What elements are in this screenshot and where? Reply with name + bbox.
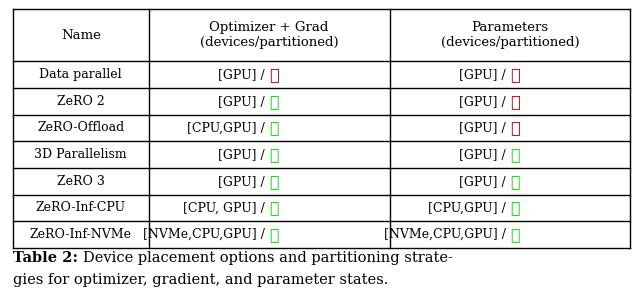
Text: ✓: ✓: [269, 199, 278, 216]
Text: ✗: ✗: [269, 66, 279, 83]
Text: [NVMe,CPU,GPU] /: [NVMe,CPU,GPU] /: [384, 228, 510, 241]
Text: [GPU] /: [GPU] /: [460, 68, 510, 81]
Text: [NVMe,CPU,GPU] /: [NVMe,CPU,GPU] /: [143, 228, 269, 241]
Text: 3D Parallelism: 3D Parallelism: [35, 148, 127, 161]
Text: [GPU] /: [GPU] /: [460, 95, 510, 108]
Text: [CPU,GPU] /: [CPU,GPU] /: [188, 122, 269, 135]
Text: ✓: ✓: [510, 226, 519, 243]
Text: Data parallel: Data parallel: [40, 68, 122, 81]
Text: [CPU, GPU] /: [CPU, GPU] /: [183, 201, 269, 214]
Text: [GPU] /: [GPU] /: [218, 68, 269, 81]
Text: Parameters
(devices/partitioned): Parameters (devices/partitioned): [441, 21, 579, 49]
Text: [GPU] /: [GPU] /: [460, 122, 510, 135]
Text: ZeRO-Inf-CPU: ZeRO-Inf-CPU: [36, 201, 126, 214]
Text: [GPU] /: [GPU] /: [218, 148, 269, 161]
Text: ✗: ✗: [510, 93, 520, 110]
Text: [GPU] /: [GPU] /: [460, 148, 510, 161]
Text: Table 2:: Table 2:: [13, 251, 83, 265]
Text: ✓: ✓: [510, 173, 519, 190]
Text: ZeRO 3: ZeRO 3: [57, 175, 105, 188]
Text: [GPU] /: [GPU] /: [218, 95, 269, 108]
Text: [GPU] /: [GPU] /: [460, 175, 510, 188]
Text: ZeRO-Inf-NVMe: ZeRO-Inf-NVMe: [29, 228, 132, 241]
Text: Optimizer + Grad
(devices/partitioned): Optimizer + Grad (devices/partitioned): [200, 21, 339, 49]
Text: [GPU] /: [GPU] /: [218, 175, 269, 188]
Text: ✗: ✗: [510, 66, 520, 83]
Text: ✗: ✗: [510, 119, 520, 137]
Text: ✓: ✓: [510, 199, 519, 216]
Text: ✓: ✓: [269, 93, 278, 110]
Text: Name: Name: [61, 29, 100, 42]
Text: ✓: ✓: [510, 146, 519, 163]
Text: ZeRO-Offload: ZeRO-Offload: [37, 122, 124, 135]
Text: Device placement options and partitioning strate-: Device placement options and partitionin…: [83, 251, 453, 265]
Text: ZeRO 2: ZeRO 2: [57, 95, 104, 108]
Text: gies for optimizer, gradient, and parameter states.: gies for optimizer, gradient, and parame…: [13, 273, 388, 287]
Text: ✓: ✓: [269, 119, 278, 137]
Text: [CPU,GPU] /: [CPU,GPU] /: [428, 201, 510, 214]
Text: ✓: ✓: [269, 173, 278, 190]
Text: ✓: ✓: [269, 146, 278, 163]
Text: ✓: ✓: [269, 226, 278, 243]
